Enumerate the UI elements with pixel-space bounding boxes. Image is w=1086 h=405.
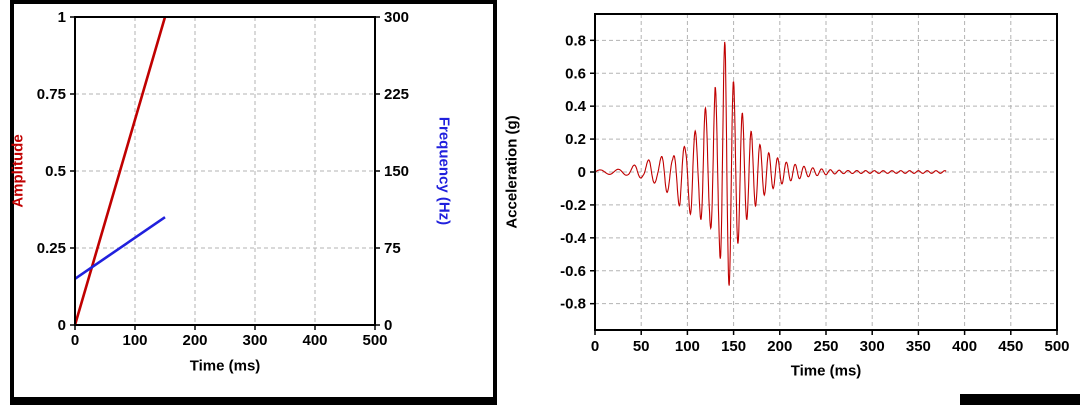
y-tick-label: 0.8	[565, 32, 586, 49]
x-tick-label: 150	[721, 338, 746, 355]
y-left-tick-label: 0.5	[45, 163, 66, 180]
y-left-tick-label: 0	[58, 317, 66, 334]
left-time-axis-title: Time (ms)	[189, 357, 261, 375]
sweep-profile-chart-panel: 0 100 200 300 400 500 0 0.25 0.5 0.75 1 0 75 150 225 30…	[10, 0, 497, 405]
acceleration-waveform	[594, 41, 947, 286]
black-corner-bar	[960, 394, 1080, 405]
amplitude-ramp-line	[73, 16, 167, 326]
x-tick-label: 300	[860, 338, 885, 355]
right-time-axis-title: Time (ms)	[790, 362, 862, 380]
y-tick-label: -0.4	[560, 230, 587, 247]
x-tick-label: 400	[302, 332, 327, 349]
y-left-tick-label: 1	[58, 9, 66, 26]
x-tick-label: 200	[182, 332, 207, 349]
x-tick-label: 50	[633, 338, 650, 355]
x-tick-label: 500	[362, 332, 387, 349]
x-tick-label: 250	[813, 338, 838, 355]
frequency-sweep-line	[74, 216, 166, 280]
x-tick-label: 300	[242, 332, 267, 349]
x-tick-label: 100	[675, 338, 700, 355]
acceleration-axis-title: Acceleration (g)	[503, 115, 521, 229]
y-left-tick-label: 0.25	[37, 240, 66, 257]
y-right-tick-label: 150	[384, 163, 409, 180]
sweep-profile-chart-svg: 0 100 200 300 400 50000.250.50.75107515022530…	[37, 9, 409, 349]
y-tick-label: -0.2	[560, 197, 586, 214]
x-tick-label: 450	[998, 338, 1023, 355]
y-tick-label: 0.4	[565, 98, 587, 115]
x-tick-label: 350	[906, 338, 931, 355]
x-tick-label: 100	[122, 332, 147, 349]
x-tick-label: 0	[71, 332, 79, 349]
y-tick-label: 0.2	[565, 131, 586, 148]
x-tick-label: 400	[952, 338, 977, 355]
y-tick-label: 0	[578, 164, 586, 181]
y-tick-label: -0.6	[560, 263, 586, 280]
y-tick-label: 0.6	[565, 65, 586, 82]
x-tick-label: 200	[767, 338, 792, 355]
y-right-tick-label: 225	[384, 86, 409, 103]
y-tick-label: -0.8	[560, 296, 586, 313]
acceleration-chart-panel: 0 50 100 150 200 250 300 350 400 450 500 -0.8 -0.6 -0…	[500, 0, 1086, 405]
amplitude-axis-title: Amplitude	[9, 134, 27, 208]
frequency-axis-title: Frequency (Hz)	[435, 116, 453, 226]
y-left-tick-label: 0.75	[37, 86, 66, 103]
y-right-tick-label: 75	[384, 240, 401, 257]
x-tick-label: 0	[591, 338, 599, 355]
x-tick-label: 500	[1044, 338, 1069, 355]
y-right-tick-label: 300	[384, 9, 409, 26]
y-right-tick-label: 0	[384, 317, 392, 334]
acceleration-chart-svg: 0 50 100 150 200 250 300 350 400 450 500 -0.8 -0.6 -0…	[560, 13, 1070, 355]
